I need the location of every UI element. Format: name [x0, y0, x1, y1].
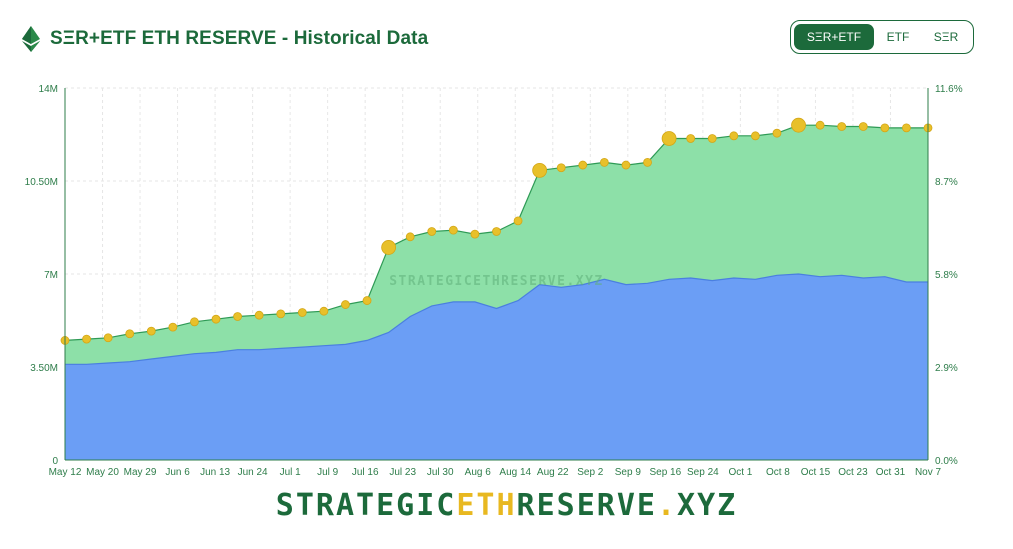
data-point — [791, 117, 806, 133]
data-point — [427, 227, 437, 236]
x-tick-label: Jul 30 — [427, 467, 454, 478]
y-right-tick-label: 0.0% — [935, 456, 958, 467]
x-tick-label: Jun 6 — [165, 467, 190, 478]
chart-watermark: STRATEGICETHRESERVE.XYZ — [389, 274, 604, 289]
y-left-tick-label: 7M — [44, 270, 58, 281]
data-point — [513, 216, 523, 226]
data-point — [82, 334, 91, 344]
y-right-tick-label: 8.7% — [935, 177, 958, 188]
data-point — [729, 131, 739, 141]
data-point — [902, 123, 911, 133]
data-point — [319, 306, 329, 316]
etf-line — [65, 273, 928, 365]
data-point — [103, 333, 113, 343]
data-point — [751, 131, 760, 141]
data-point — [190, 317, 199, 327]
x-tick-label: Oct 1 — [728, 467, 752, 478]
x-tick-label: Oct 31 — [876, 467, 906, 478]
x-tick-label: Sep 2 — [577, 467, 604, 478]
brand-part-2: ETH — [456, 488, 517, 523]
y-left-tick-label: 14M — [39, 84, 58, 95]
data-point — [362, 296, 372, 305]
x-tick-label: Sep 16 — [649, 467, 681, 478]
x-tick-label: Jul 23 — [389, 467, 416, 478]
data-point — [686, 134, 696, 143]
data-point — [556, 163, 566, 173]
brand-part-5: XYZ — [677, 488, 738, 523]
data-point — [858, 122, 868, 131]
ethereum-icon — [22, 26, 40, 52]
y-left-tick-label: 3.50M — [30, 363, 58, 374]
data-point — [211, 314, 221, 324]
brand-part-3: RESERVE — [516, 488, 657, 523]
chart-axes: May 12 May 20 May 29 Jun 6 Jun 13 Jun 24 Jul 1… — [25, 84, 963, 478]
x-tick-label: May 12 — [49, 467, 82, 478]
x-tick-label: Jul 1 — [280, 467, 302, 478]
reserve-area-chart: STRATEGICETHRESERVE.XYZ May 12 May 20 May … — [25, 84, 963, 478]
data-point — [880, 123, 890, 133]
data-point — [233, 312, 243, 321]
data-point — [532, 162, 548, 178]
data-point — [448, 225, 458, 235]
x-tick-label: Jun 13 — [200, 467, 230, 478]
y-right-tick-label: 5.8% — [935, 270, 958, 281]
toggle-ser-etf-button[interactable]: SΞR+ETF — [794, 24, 874, 50]
x-tick-label: Oct 23 — [838, 467, 868, 478]
x-tick-label: Jun 24 — [238, 467, 268, 478]
x-tick-label: Aug 14 — [499, 467, 531, 478]
brand-part-4: . — [656, 488, 678, 523]
x-tick-label: Oct 8 — [766, 467, 790, 478]
toggle-ser-button[interactable]: SΞR — [933, 30, 959, 44]
etf-area — [65, 274, 928, 460]
data-point — [146, 326, 156, 336]
data-point — [772, 128, 782, 138]
x-tick-label: May 20 — [86, 467, 119, 478]
dataset-toggle: SΞR+ETF ETF SΞR — [790, 20, 974, 54]
data-point — [643, 158, 652, 167]
page-title: SΞR+ETF ETH RESERVE - Historical Data — [50, 28, 429, 49]
toggle-etf-button[interactable]: ETF — [886, 30, 910, 44]
data-point — [276, 309, 286, 319]
x-tick-label: Sep 9 — [615, 467, 642, 478]
data-point — [341, 300, 350, 309]
data-point — [621, 160, 631, 170]
brand-footer: STRATEGICETHRESERVE.XYZ — [0, 488, 1013, 523]
data-point — [168, 322, 178, 332]
data-point — [661, 131, 677, 146]
x-tick-label: Nov 7 — [915, 467, 942, 478]
brand-part-1: STRATEGIC — [275, 488, 457, 523]
x-tick-label: Aug 6 — [465, 467, 492, 478]
chart-header: SΞR+ETF ETH RESERVE - Historical Data — [22, 22, 428, 56]
data-point — [297, 308, 307, 317]
x-tick-label: May 29 — [124, 467, 157, 478]
data-point — [405, 232, 415, 242]
data-point — [470, 229, 480, 239]
y-right-tick-label: 11.6% — [935, 84, 963, 95]
y-left-tick-label: 10.50M — [25, 177, 58, 188]
x-tick-label: Aug 22 — [537, 467, 569, 478]
data-point — [492, 227, 501, 236]
data-point — [125, 329, 135, 339]
data-point — [381, 240, 397, 255]
data-point — [815, 120, 825, 130]
y-right-tick-label: 2.9% — [935, 363, 958, 374]
x-tick-label: Sep 24 — [687, 467, 719, 478]
data-point — [578, 160, 588, 170]
x-tick-label: Jul 16 — [352, 467, 379, 478]
data-point — [837, 122, 847, 131]
x-tick-label: Oct 15 — [801, 467, 831, 478]
data-point — [599, 158, 609, 167]
y-left-tick-label: 0 — [52, 456, 58, 467]
purchase-dots — [60, 117, 933, 345]
x-tick-label: Jul 9 — [317, 467, 339, 478]
data-point — [254, 310, 264, 320]
data-point — [707, 134, 717, 143]
